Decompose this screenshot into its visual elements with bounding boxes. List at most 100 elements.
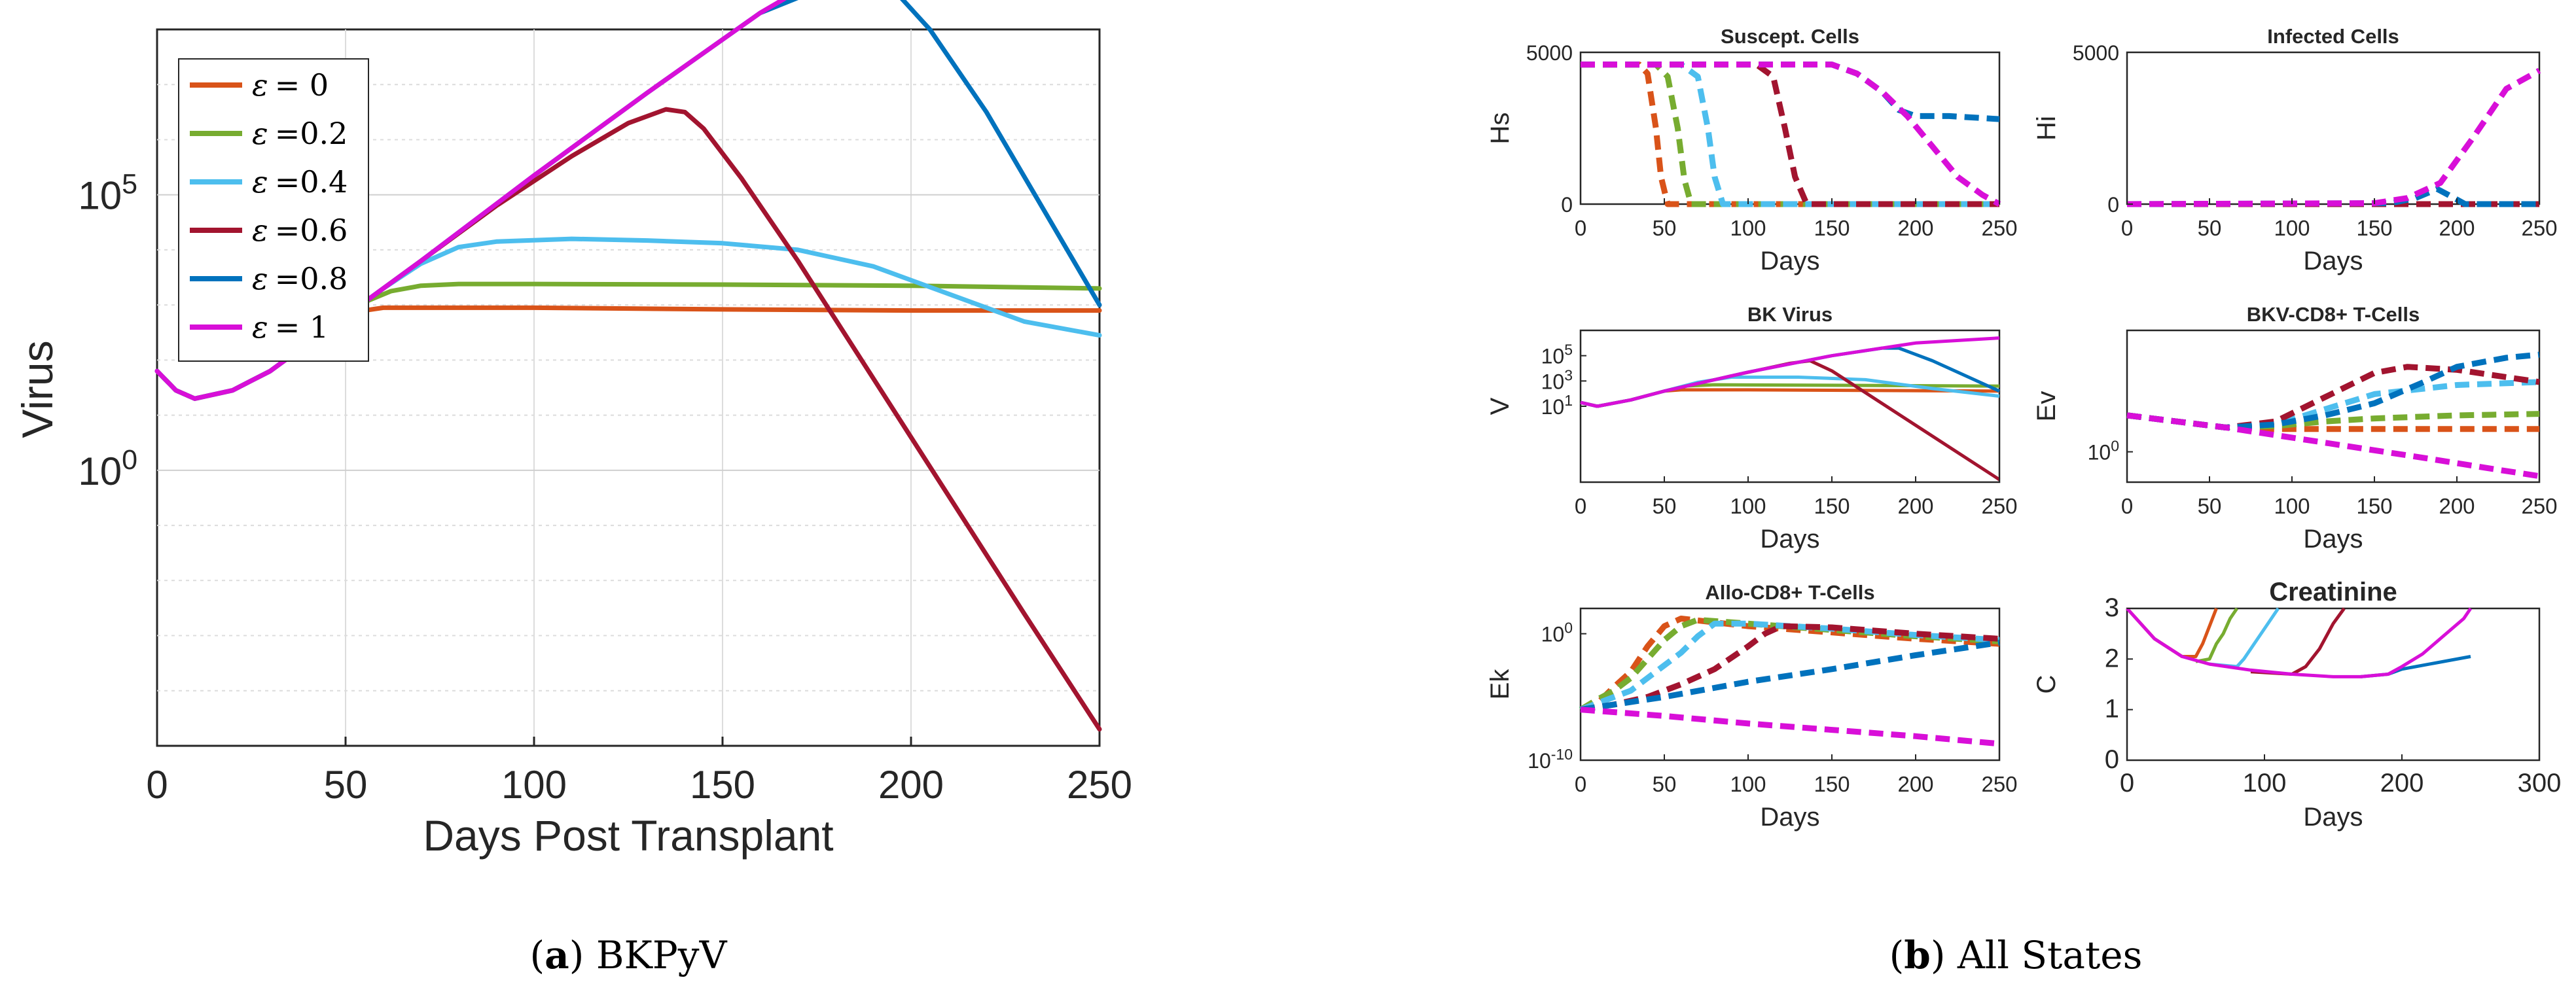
caption-a-text: BKPyV [596,933,728,977]
ev-y-axis-label: Ev [2032,391,2061,422]
hi-subplot: Infected Cells 0 50 100 150 200 250 0 5000 Days Hi [2032,25,2558,275]
creatinine-y-tick-label: 1 [2105,695,2119,724]
ev-title: BKV-CD8+ T-Cells [2247,303,2420,326]
v-title: BK Virus [1747,303,1833,326]
creatinine-series-line-1 [2195,607,2239,663]
v-x-tick-label: 200 [1897,494,1933,518]
hs-subplot: Suscept. Cells 0 50 100 150 200 250 0 5000 Days Hs [1486,25,2018,275]
legend-entry-4: ε =0.8 [252,261,348,296]
caption-b-label: b [1904,933,1931,977]
bkpyv-y-ticks: 100 105 [78,169,137,493]
ev-x-tick-label: 50 [2198,494,2222,518]
hs-x-tick-label: 100 [1730,216,1766,240]
v-plot-area [1579,329,2001,483]
creatinine-x-tick-label: 300 [2518,769,2562,797]
ev-x-tick-label: 150 [2356,494,2392,518]
ek-x-tick-label: 50 [1653,772,1677,796]
legend-entry-1: ε =0.2 [252,116,348,151]
creatinine-series-line-5 [2126,607,2473,678]
hs-y-axis-label: Hs [1486,113,1514,145]
caption-a-label: a [545,933,569,977]
v-x-tick-label: 50 [1653,494,1677,518]
v-y-axis-label: V [1486,397,1514,415]
legend-entry-2: ε =0.4 [252,164,348,200]
v-y-tick-label: 105 [1541,342,1573,368]
hs-x-axis-label: Days [1760,247,1819,275]
ev-series-line-3 [2126,364,2540,430]
bkpyv-panel: 0 50 100 150 200 250 100 105 Days Post Transpl… [13,0,1132,860]
bkpyv-grid [157,29,1100,746]
ev-subplot: BKV-CD8+ T-Cells 0 50 100 150 200 250 100 Days Ev [2032,303,2558,553]
svg-text:(a) BKPyV: (a) BKPyV [530,933,728,977]
ek-x-tick-label: 150 [1814,772,1850,796]
bkpyv-x-axis-label: Days Post Transplant [423,811,833,860]
bkpyv-x-tick-label: 0 [146,763,168,807]
ek-series-line-5 [1580,707,2000,747]
v-series-line-5 [1580,336,2000,408]
hs-x-tick-label: 200 [1897,216,1933,240]
ev-x-tick-label: 200 [2439,494,2475,518]
creatinine-subplot: Creatinine 0 100 200 300 0 1 2 3 Days C [2032,578,2561,832]
ek-x-tick-label: 0 [1575,772,1586,796]
hi-x-tick-label: 100 [2274,216,2310,240]
v-y-tick-label: 101 [1541,392,1573,419]
creatinine-y-axis-label: C [2032,675,2061,694]
ev-x-tick-label: 0 [2121,494,2133,518]
creatinine-y-tick-label: 0 [2105,745,2119,774]
creatinine-title: Creatinine [2269,578,2397,606]
hi-x-tick-label: 250 [2521,216,2557,240]
v-y-tick-label: 103 [1541,366,1573,393]
bkpyv-x-tick-label: 200 [878,763,944,807]
hs-x-tick-label: 250 [1981,216,2017,240]
hi-x-axis-label: Days [2303,247,2363,275]
hi-y-tick-label: 5000 [2073,41,2119,65]
v-x-tick-label: 100 [1730,494,1766,518]
ev-x-axis-label: Days [2303,525,2363,553]
hi-y-axis-label: Hi [2032,116,2061,141]
svg-text:(b) All States: (b) All States [1889,933,2143,977]
ev-series-line-5 [2126,412,2540,480]
hs-x-tick-label: 50 [1653,216,1677,240]
caption-a: (a) BKPyV [530,933,728,977]
ev-x-tick-label: 100 [2274,494,2310,518]
hi-y-tick-label: 0 [2107,193,2119,217]
bkpyv-x-tick-label: 50 [324,763,368,807]
hs-series-line-5 [1581,61,2001,207]
creatinine-x-tick-label: 100 [2243,769,2287,797]
hi-x-tick-label: 50 [2198,216,2222,240]
ek-x-tick-label: 100 [1730,772,1766,796]
hi-series-line-4 [2126,186,2539,207]
ek-y-tick-label: 10-10 [1528,746,1573,773]
v-x-tick-label: 150 [1814,494,1850,518]
hs-plot-area [1579,51,2001,205]
hi-x-tick-label: 150 [2356,216,2392,240]
legend-entry-0: ε = 0 [252,67,329,103]
ek-series-line-4 [1580,639,2000,713]
creatinine-x-axis-label: Days [2303,803,2363,832]
hs-x-tick-label: 150 [1814,216,1850,240]
hs-x-tick-label: 0 [1575,216,1586,240]
bkpyv-y-axis-label: Virus [13,340,62,438]
legend-entry-5: ε = 1 [252,309,329,345]
ev-x-tick-label: 250 [2521,494,2557,518]
legend-entry-3: ε =0.6 [252,213,348,248]
hi-x-tick-label: 0 [2121,216,2133,240]
bkpyv-x-tick-label: 100 [501,763,567,807]
bkpyv-y-tick-label: 105 [78,169,137,218]
v-x-axis-label: Days [1760,525,1819,553]
bkpyv-series-line-5 [154,0,787,401]
v-x-tick-label: 0 [1575,494,1586,518]
ek-x-tick-label: 200 [1897,772,1933,796]
bkpyv-x-tick-label: 250 [1067,763,1132,807]
hs-y-tick-label: 0 [1561,193,1573,217]
bkpyv-legend: ε = 0 ε =0.2 ε =0.4 ε =0.6 ε =0.8 ε = 1 [178,58,369,362]
hs-title: Suscept. Cells [1721,25,1859,48]
ek-x-tick-label: 250 [1981,772,2017,796]
ek-y-axis-label: Ek [1486,669,1514,700]
v-x-tick-label: 250 [1981,494,2017,518]
hi-x-tick-label: 200 [2439,216,2475,240]
ek-subplot: Allo-CD8+ T-Cells 0 50 100 150 200 250 10-10 100… [1486,581,2018,832]
